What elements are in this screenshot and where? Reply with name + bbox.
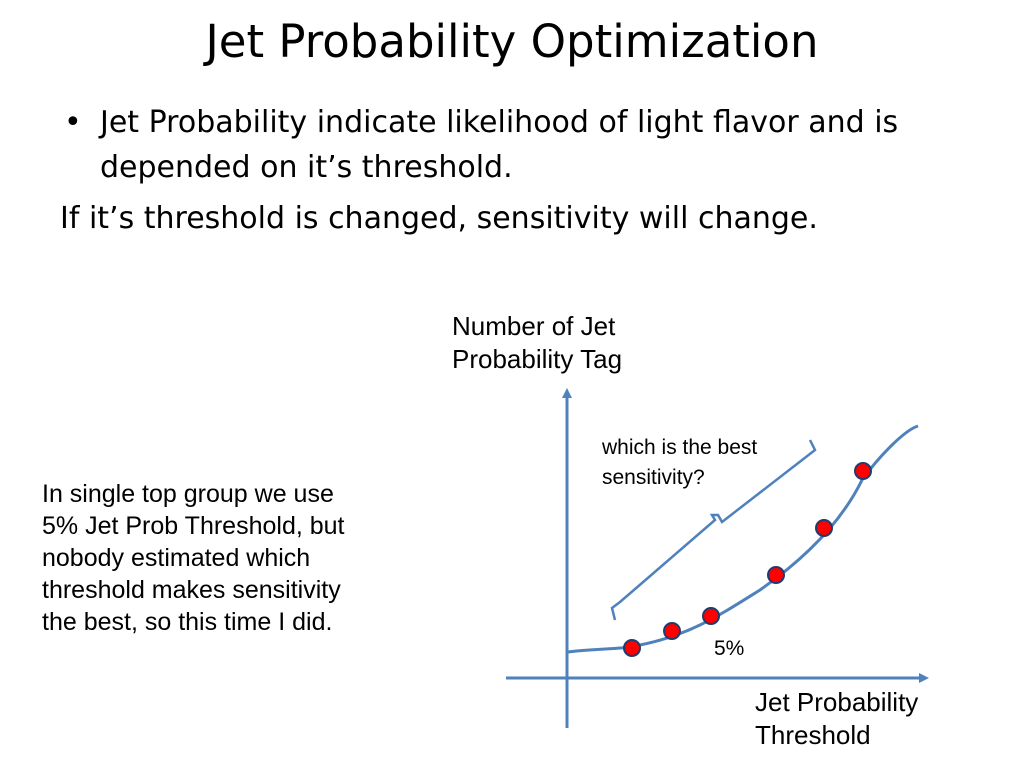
bullet-text: Jet Probability indicate likelihood of l… [100,105,899,185]
threshold-points [623,462,872,657]
bullet-item: • Jet Probability indicate likelihood of… [60,100,920,190]
bullet-marker: • [64,105,82,140]
slide-title: Jet Probability Optimization [205,15,819,68]
data-point-5-percent [702,607,720,625]
curly-brace [610,439,817,621]
brace-annotation: which is the best sensitivity? [602,436,758,489]
point-label-5-percent: 5% [714,637,745,660]
paragraph-text: If it’s threshold is changed, sensitivit… [60,201,818,236]
data-point [815,519,833,537]
x-axis-label: Jet Probability Threshold [755,687,919,750]
data-point [854,462,872,480]
data-point [623,639,641,657]
side-note: In single top group we use 5% Jet Prob T… [42,480,345,636]
bullet-list: • Jet Probability indicate likelihood of… [60,100,920,241]
data-point [663,622,681,640]
y-axis-label: Number of Jet Probability Tag [452,311,623,374]
data-point [767,566,785,584]
